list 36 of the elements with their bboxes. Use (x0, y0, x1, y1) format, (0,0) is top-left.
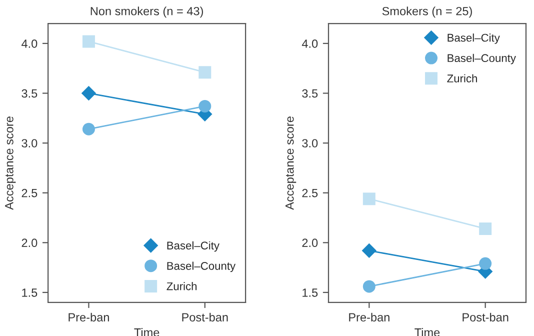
point (82, 35, 95, 48)
point (82, 86, 96, 100)
legend-label: Basel–County (448, 54, 516, 64)
point (362, 192, 376, 206)
point (362, 280, 376, 293)
legend-label: Basel–City (167, 241, 220, 252)
y-tick-label: 2.5 (302, 188, 318, 198)
chart-title: Smokers (n = 25) (382, 6, 472, 18)
y-axis-title: Acceptance score (5, 116, 16, 210)
x-tick-label: Post-ban (462, 312, 508, 322)
x-tick-label: Pre-ban (349, 312, 390, 322)
y-axis-title: Acceptance score (286, 116, 296, 210)
legend-label: Zurich (447, 74, 477, 82)
point (479, 257, 492, 270)
x-tick-label: Pre-ban (68, 312, 109, 322)
y-tick-label: 3.5 (302, 89, 318, 98)
y-tick-label: 3.0 (302, 139, 318, 148)
point (362, 244, 376, 258)
y-tick-label: 2.0 (22, 238, 38, 248)
point (198, 100, 212, 112)
y-tick-label: 3.0 (22, 139, 38, 148)
y-tick-label: 3.5 (22, 89, 38, 98)
y-tick-label: 4.0 (302, 39, 318, 48)
y-tick-label: 2.0 (302, 238, 318, 248)
legend-label: Basel–City (448, 34, 500, 44)
point (198, 66, 212, 79)
y-tick-label: 1.5 (22, 288, 38, 297)
y-tick-label: 1.5 (302, 288, 318, 297)
chart-title: Non smokers (n = 43) (90, 6, 203, 18)
point (479, 222, 492, 235)
y-tick-label: 2.5 (22, 188, 38, 198)
legend-label: Basel–County (167, 262, 236, 272)
y-tick-label: 4.0 (22, 39, 38, 48)
legend-label: Zurich (166, 282, 197, 290)
point (82, 122, 95, 136)
x-tick-label: Post-ban (182, 312, 228, 322)
